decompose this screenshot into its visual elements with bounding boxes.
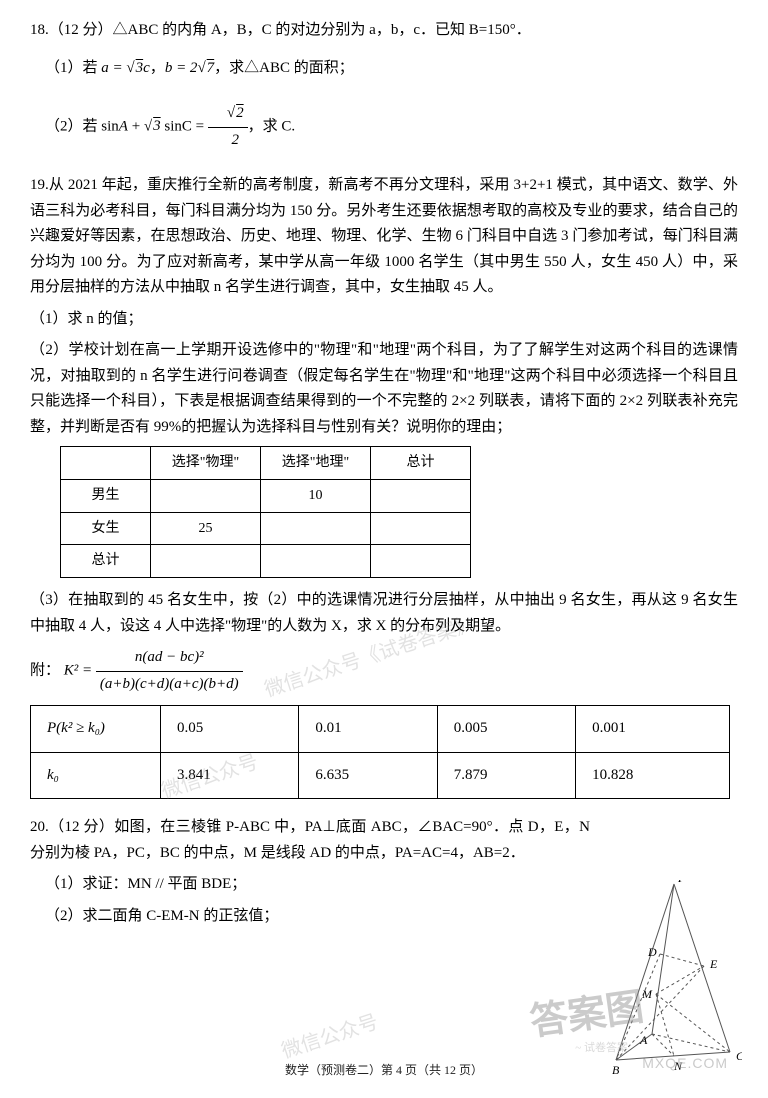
table-cell [371, 479, 471, 512]
table-cell: 0.01 [299, 706, 437, 753]
q18-heading: 18.（12 分）△ABC 的内角 A，B，C 的对边分别为 a，b，c．已知 … [30, 18, 738, 44]
table-cell [371, 545, 471, 578]
q20-part1: （1）求证：MN // 平面 BDE； [30, 872, 590, 898]
q19-body: 19.从 2021 年起，重庆推行全新的高考制度，新高考不再分文理科，采用 3+… [30, 173, 738, 301]
table-cell: 选择"物理" [151, 447, 261, 480]
watermark: ~ 试卷答案 [575, 1039, 628, 1058]
q18-b-lhs: b = 2 [165, 60, 198, 76]
table-cell [151, 545, 261, 578]
k2-fraction: n(ad − bc)² (a+b)(c+d)(a+c)(b+d) [96, 645, 243, 697]
q20-part2: （2）求二面角 C-EM-N 的正弦值； [30, 904, 590, 930]
q18-part1: （1）若 a = √3c，b = 2√7，求△ABC 的面积； [30, 56, 738, 82]
k2-lhs: K² = [64, 663, 96, 679]
q18-p2-suffix: ，求 C. [248, 118, 296, 134]
table-row: 男生 10 [61, 479, 471, 512]
table-cell [261, 545, 371, 578]
table-cell [61, 447, 151, 480]
table-cell: 总计 [61, 545, 151, 578]
q19-ksquare-table: P(k² ≥ k₀) 0.05 0.01 0.005 0.001 k₀ 3.84… [30, 705, 730, 799]
q18-p2-A: A [119, 118, 128, 134]
table-cell: 0.005 [437, 706, 575, 753]
q19-appendix: 附： K² = n(ad − bc)² (a+b)(c+d)(a+c)(b+d) [30, 645, 738, 697]
q18-part2: （2）若 sinA + √3 sinC = √22，求 C. [30, 101, 738, 153]
svg-text:M: M [641, 987, 653, 1001]
table-row: 总计 [61, 545, 471, 578]
page-footer: 数学（预测卷二）第 4 页（共 12 页） [0, 1060, 768, 1080]
q20-body: 20.（12 分）如图，在三棱锥 P-ABC 中，PA⊥底面 ABC，∠BAC=… [30, 815, 590, 866]
q18-p1-prefix: （1）若 [45, 60, 101, 76]
table-cell: k₀ [31, 752, 161, 799]
q19-part3: （3）在抽取到的 45 名女生中，按（2）中的选课情况进行分层抽样，从中抽出 9… [30, 588, 738, 639]
q18-p1-suffix: ，求△ABC 的面积； [214, 60, 354, 76]
q18-fraction: √22 [208, 101, 248, 153]
q18-a-c: c [143, 60, 150, 76]
q18-p2-prefix: （2）若 sin [45, 118, 119, 134]
table-row: k₀ 3.841 6.635 7.879 10.828 [31, 752, 730, 799]
svg-text:E: E [709, 957, 718, 971]
appendix-label: 附： [30, 663, 60, 679]
q19-part1: （1）求 n 的值； [30, 307, 738, 333]
table-cell: 0.05 [161, 706, 299, 753]
table-cell: 选择"地理" [261, 447, 371, 480]
q19-part2: （2）学校计划在高一上学期开设选修中的"物理"和"地理"两个科目，为了了解学生对… [30, 338, 738, 440]
table-cell: 女生 [61, 512, 151, 545]
q19-contingency-table: 选择"物理" 选择"地理" 总计 男生 10 女生 25 总计 [60, 446, 471, 578]
table-cell: 3.841 [161, 752, 299, 799]
table-row: 女生 25 [61, 512, 471, 545]
table-cell: 0.001 [576, 706, 730, 753]
table-cell: 10.828 [576, 752, 730, 799]
table-cell [261, 512, 371, 545]
table-cell: 7.879 [437, 752, 575, 799]
q18-p2-plus: + [128, 118, 144, 134]
table-row: P(k² ≥ k₀) 0.05 0.01 0.005 0.001 [31, 706, 730, 753]
q18-a-lhs: a = [101, 60, 126, 76]
table-cell [371, 512, 471, 545]
table-cell: 总计 [371, 447, 471, 480]
table-cell: 25 [151, 512, 261, 545]
svg-text:D: D [647, 945, 657, 959]
q18-p2-sinC: sinC = [161, 118, 208, 134]
table-cell: P(k² ≥ k₀) [31, 706, 161, 753]
svg-text:P: P [677, 880, 686, 885]
table-cell [151, 479, 261, 512]
table-cell: 10 [261, 479, 371, 512]
table-cell: 6.635 [299, 752, 437, 799]
q18-sep: ， [150, 60, 165, 76]
table-cell: 男生 [61, 479, 151, 512]
table-row: 选择"物理" 选择"地理" 总计 [61, 447, 471, 480]
